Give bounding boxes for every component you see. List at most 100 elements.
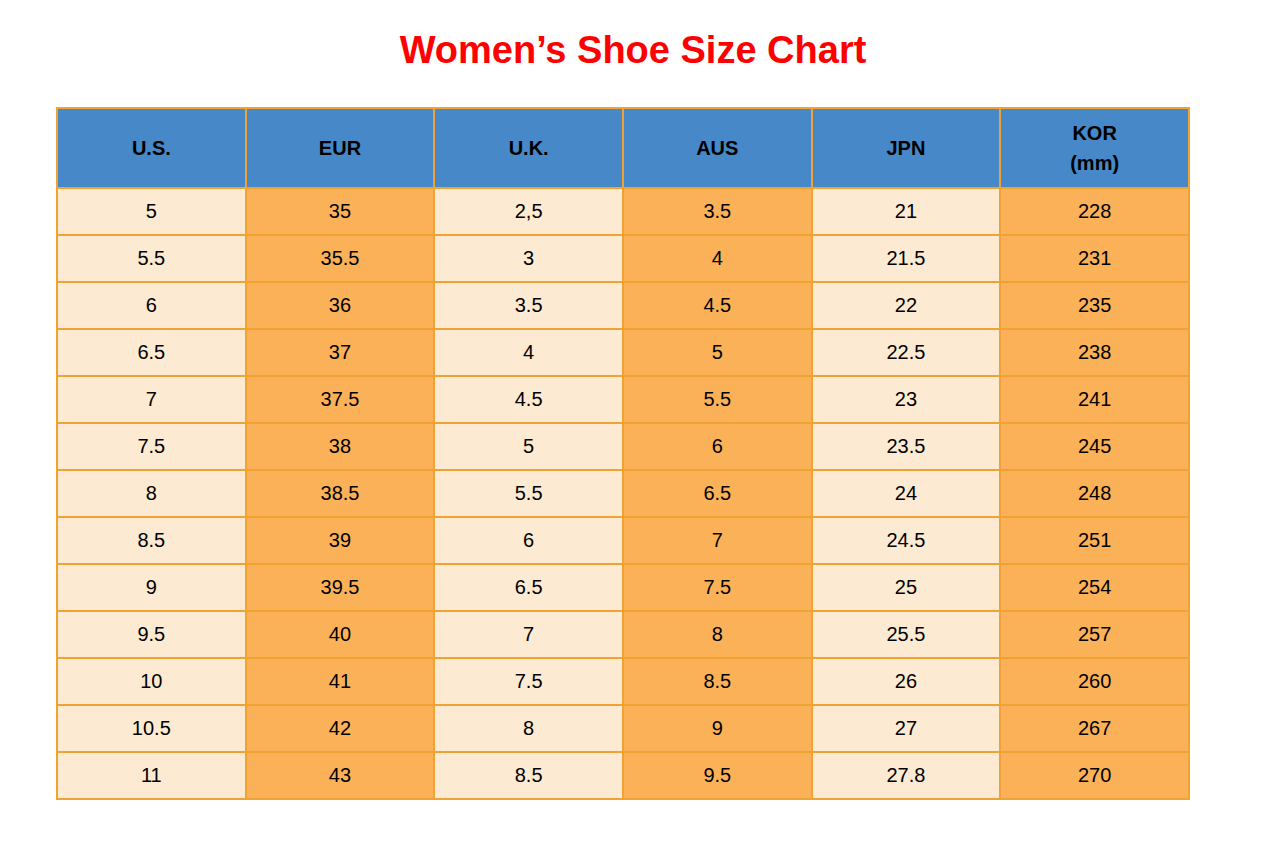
table-cell: 35.5 — [246, 235, 435, 282]
table-cell: 235 — [1000, 282, 1189, 329]
table-cell: 6 — [57, 282, 246, 329]
table-cell: 228 — [1000, 188, 1189, 235]
table-row: 939.56.57.525254 — [57, 564, 1189, 611]
column-header-kor: KOR (mm) — [1000, 108, 1189, 188]
table-cell: 39 — [246, 517, 435, 564]
table-cell: 42 — [246, 705, 435, 752]
table-row: 838.55.56.524248 — [57, 470, 1189, 517]
table-cell: 260 — [1000, 658, 1189, 705]
table-row: 10.5428927267 — [57, 705, 1189, 752]
table-cell: 11 — [57, 752, 246, 799]
table-cell: 3.5 — [623, 188, 812, 235]
table-cell: 4.5 — [623, 282, 812, 329]
shoe-size-table: U.S. EUR U.K. AUS JPN KOR (mm) 5352,53.5… — [56, 107, 1190, 800]
table-cell: 9.5 — [623, 752, 812, 799]
page-title: Women’s Shoe Size Chart — [0, 28, 1266, 74]
table-cell: 9.5 — [57, 611, 246, 658]
table-cell: 24.5 — [812, 517, 1001, 564]
table-cell: 9 — [623, 705, 812, 752]
table-cell: 7 — [623, 517, 812, 564]
table-cell: 23.5 — [812, 423, 1001, 470]
table-cell: 22 — [812, 282, 1001, 329]
table-cell: 38.5 — [246, 470, 435, 517]
table-cell: 36 — [246, 282, 435, 329]
table-cell: 4.5 — [434, 376, 623, 423]
table-cell: 254 — [1000, 564, 1189, 611]
table-cell: 6.5 — [623, 470, 812, 517]
table-cell: 3.5 — [434, 282, 623, 329]
table-row: 11438.59.527.8270 — [57, 752, 1189, 799]
table-cell: 8.5 — [434, 752, 623, 799]
table-cell: 8 — [623, 611, 812, 658]
table-cell: 241 — [1000, 376, 1189, 423]
table-cell: 4 — [434, 329, 623, 376]
table-cell: 43 — [246, 752, 435, 799]
table-cell: 27.8 — [812, 752, 1001, 799]
table-cell: 6 — [434, 517, 623, 564]
table-cell: 5 — [623, 329, 812, 376]
table-cell: 27 — [812, 705, 1001, 752]
table-cell: 267 — [1000, 705, 1189, 752]
table-cell: 251 — [1000, 517, 1189, 564]
table-cell: 10.5 — [57, 705, 246, 752]
table-row: 737.54.55.523241 — [57, 376, 1189, 423]
table-cell: 5 — [434, 423, 623, 470]
table-cell: 26 — [812, 658, 1001, 705]
table-cell: 38 — [246, 423, 435, 470]
table-cell: 21.5 — [812, 235, 1001, 282]
table-cell: 9 — [57, 564, 246, 611]
table-cell: 8 — [57, 470, 246, 517]
table-cell: 37.5 — [246, 376, 435, 423]
table-cell: 6.5 — [57, 329, 246, 376]
column-header-eur: EUR — [246, 108, 435, 188]
table-cell: 5 — [57, 188, 246, 235]
table-cell: 37 — [246, 329, 435, 376]
table-cell: 25 — [812, 564, 1001, 611]
table-row: 10417.58.526260 — [57, 658, 1189, 705]
table-cell: 3 — [434, 235, 623, 282]
table-cell: 6.5 — [434, 564, 623, 611]
table-row: 8.5396724.5251 — [57, 517, 1189, 564]
table-cell: 7 — [434, 611, 623, 658]
table-cell: 41 — [246, 658, 435, 705]
table-cell: 39.5 — [246, 564, 435, 611]
table-row: 5.535.53421.5231 — [57, 235, 1189, 282]
table-row: 5352,53.521228 — [57, 188, 1189, 235]
table-cell: 2,5 — [434, 188, 623, 235]
table-row: 7.5385623.5245 — [57, 423, 1189, 470]
table-cell: 5.5 — [623, 376, 812, 423]
table-cell: 23 — [812, 376, 1001, 423]
table-cell: 7.5 — [623, 564, 812, 611]
table-cell: 21 — [812, 188, 1001, 235]
table-cell: 238 — [1000, 329, 1189, 376]
table-row: 9.5407825.5257 — [57, 611, 1189, 658]
column-header-us: U.S. — [57, 108, 246, 188]
table-cell: 7 — [57, 376, 246, 423]
table-cell: 270 — [1000, 752, 1189, 799]
table-cell: 25.5 — [812, 611, 1001, 658]
table-cell: 257 — [1000, 611, 1189, 658]
table-cell: 8.5 — [57, 517, 246, 564]
table-cell: 5.5 — [57, 235, 246, 282]
column-header-aus: AUS — [623, 108, 812, 188]
table-cell: 248 — [1000, 470, 1189, 517]
table-cell: 22.5 — [812, 329, 1001, 376]
column-header-jpn: JPN — [812, 108, 1001, 188]
table-cell: 7.5 — [57, 423, 246, 470]
table-cell: 35 — [246, 188, 435, 235]
table-cell: 245 — [1000, 423, 1189, 470]
table-cell: 24 — [812, 470, 1001, 517]
table-cell: 8 — [434, 705, 623, 752]
table-cell: 5.5 — [434, 470, 623, 517]
table-cell: 231 — [1000, 235, 1189, 282]
table-cell: 7.5 — [434, 658, 623, 705]
table-cell: 10 — [57, 658, 246, 705]
table-cell: 6 — [623, 423, 812, 470]
table-cell: 40 — [246, 611, 435, 658]
table-row: 6363.54.522235 — [57, 282, 1189, 329]
table-body: 5352,53.5212285.535.53421.52316363.54.52… — [57, 188, 1189, 799]
table-cell: 8.5 — [623, 658, 812, 705]
table-cell: 4 — [623, 235, 812, 282]
header-row: U.S. EUR U.K. AUS JPN KOR (mm) — [57, 108, 1189, 188]
table-row: 6.5374522.5238 — [57, 329, 1189, 376]
